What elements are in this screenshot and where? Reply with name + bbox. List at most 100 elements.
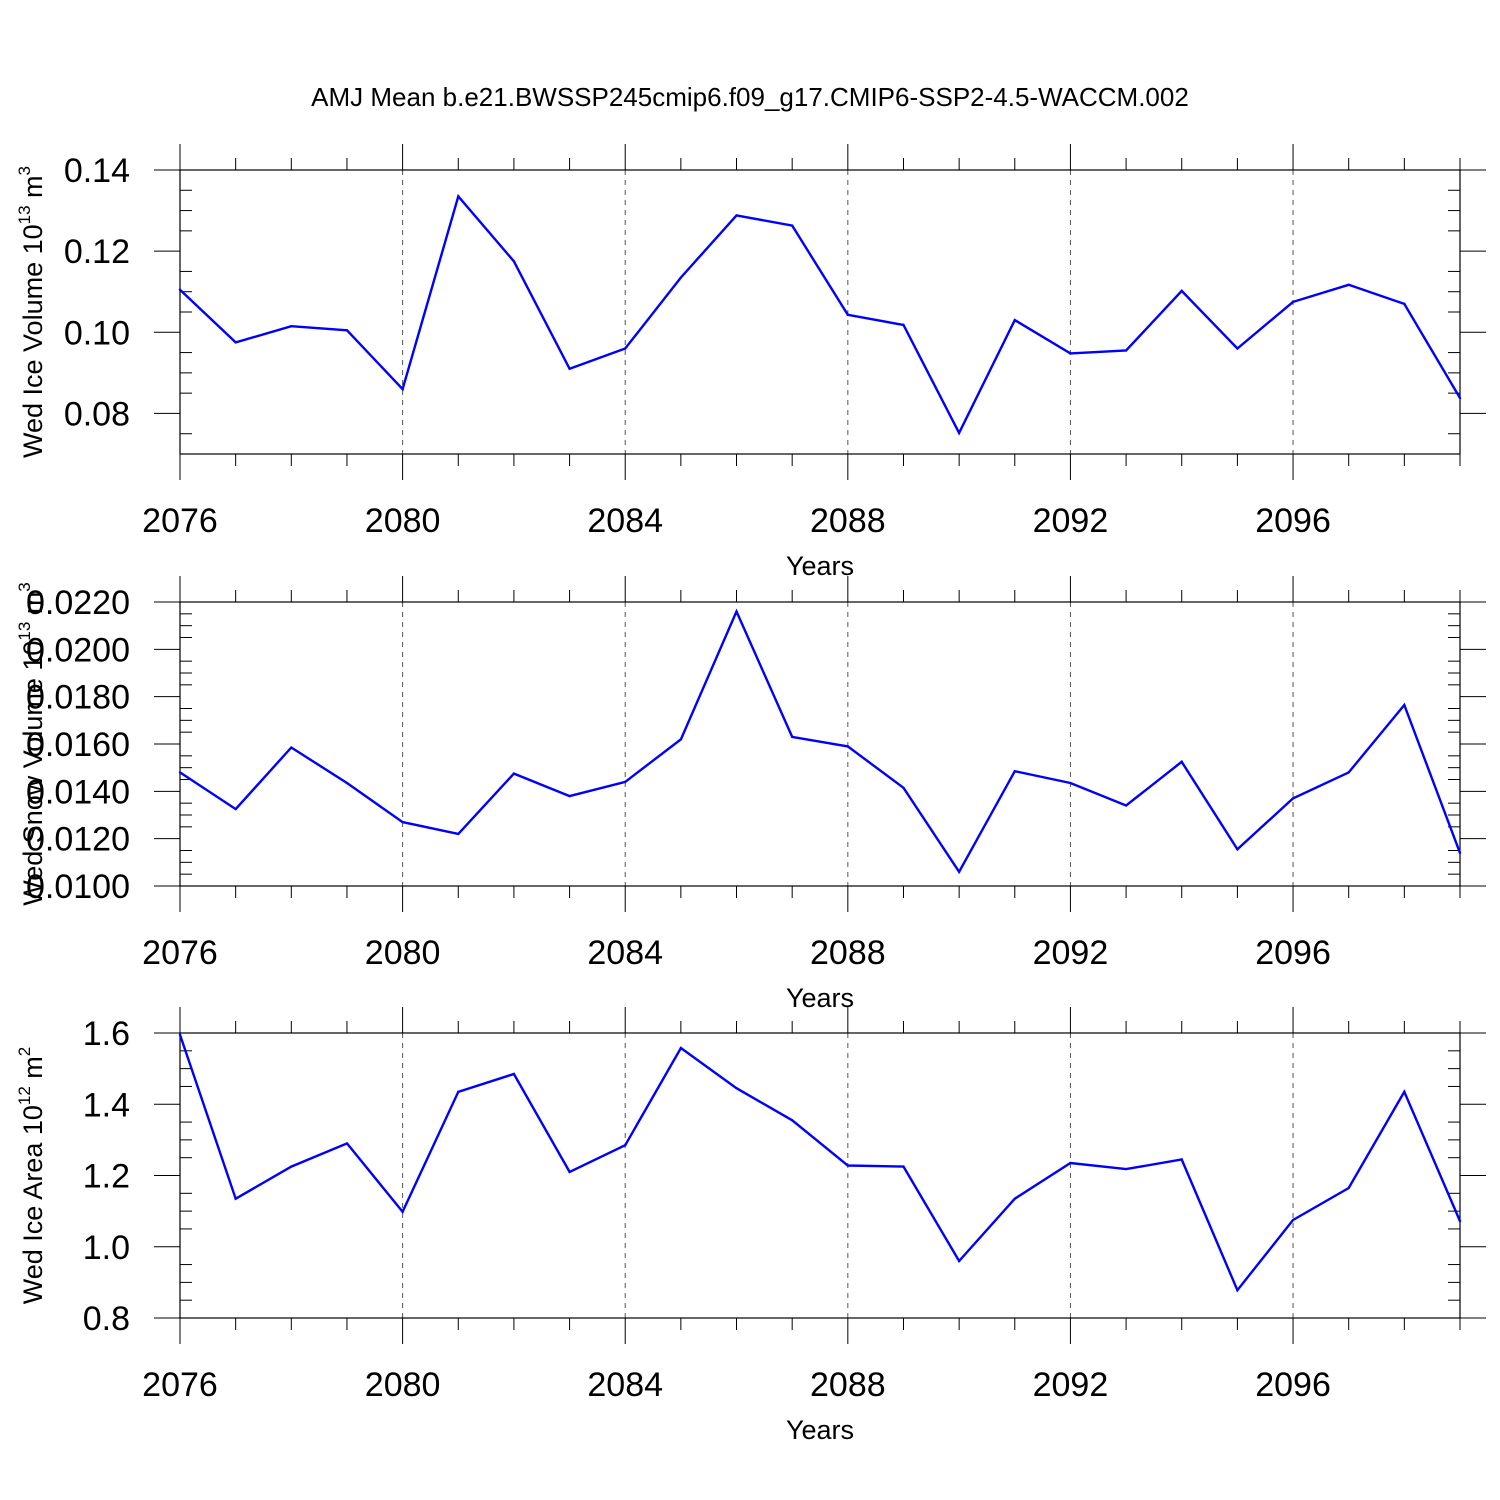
- x-tick-label: 2076: [142, 934, 218, 972]
- y-axis-label: Wed Snow Volume 1013 m3: [15, 582, 48, 906]
- data-point: [1180, 289, 1183, 293]
- x-tick-label: 2084: [587, 1366, 663, 1404]
- data-point: [957, 1259, 961, 1263]
- data-point: [846, 313, 850, 317]
- x-tick-label: 2088: [810, 1366, 886, 1404]
- data-point: [512, 260, 516, 263]
- data-point: [457, 832, 460, 836]
- data-point: [234, 1197, 237, 1200]
- data-point: [178, 771, 182, 774]
- x-axis-label: Years: [786, 983, 854, 1013]
- data-point: [624, 1144, 627, 1147]
- data-point: [846, 1164, 850, 1167]
- data-point: [1180, 1158, 1183, 1161]
- x-tick-label: 2096: [1255, 1366, 1331, 1404]
- data-point: [401, 820, 404, 824]
- data-point: [790, 224, 794, 227]
- data-point: [1069, 1161, 1072, 1165]
- data-point: [1124, 349, 1128, 352]
- y-axis-label-exponent: 13: [15, 205, 34, 224]
- y-axis-label-unit-exponent: 3: [15, 166, 34, 175]
- data-point: [1013, 318, 1016, 322]
- y-axis-label: Wed Ice Volume 1013 m3: [15, 166, 48, 458]
- x-axis-label: Years: [786, 1415, 854, 1445]
- y-axis-label-text: Wed Snow Volume 10: [18, 641, 48, 906]
- data-point: [1236, 848, 1239, 851]
- data-point: [735, 610, 738, 613]
- data-point: [902, 323, 905, 327]
- data-point: [735, 1087, 738, 1090]
- plot-frame: [179, 601, 1461, 887]
- data-point: [846, 745, 850, 748]
- data-point: [457, 195, 460, 198]
- x-tick-label: 2080: [365, 1366, 441, 1404]
- data-point: [234, 807, 237, 811]
- chart-panel: 0.08 0.10 0.12 0.14 2076 2080 2084 2088 2092 2096…: [15, 144, 1486, 581]
- data-point: [178, 1033, 182, 1036]
- y-tick-label: 0.8: [83, 1300, 130, 1338]
- data-point: [1291, 1218, 1295, 1222]
- data-point: [1236, 1289, 1239, 1292]
- y-axis-label: Wed Ice Area 1012 m2: [15, 1047, 48, 1305]
- y-axis-label-unit: m: [18, 592, 48, 622]
- y-axis-label-unit-exponent: 3: [15, 582, 34, 591]
- y-tick-label: 0.0160: [26, 726, 130, 764]
- plot-frame: [179, 169, 1461, 455]
- x-tick-label: 2092: [1033, 502, 1109, 540]
- y-tick-label: 0.10: [64, 314, 130, 352]
- figure-title: AMJ Mean b.e21.BWSSP245cmip6.f09_g17.CMI…: [311, 82, 1189, 112]
- series-line: [179, 608, 1462, 875]
- y-tick-label: 0.12: [64, 233, 130, 271]
- data-point: [624, 780, 627, 784]
- data-point: [1180, 760, 1183, 763]
- y-tick-label: 0.0100: [26, 868, 130, 906]
- y-axis-label-exponent: 12: [15, 1086, 34, 1105]
- y-tick-label: 1.2: [83, 1158, 130, 1196]
- data-point: [568, 367, 571, 370]
- data-point: [1124, 1167, 1128, 1171]
- data-point: [512, 772, 516, 775]
- x-tick-label: 2096: [1255, 502, 1331, 540]
- y-tick-label: 0.14: [64, 152, 130, 190]
- data-point: [624, 347, 627, 350]
- y-tick-label: 1.6: [83, 1015, 130, 1053]
- panels: 0.08 0.10 0.12 0.14 2076 2080 2084 2088 2092 2096…: [15, 144, 1486, 1445]
- data-point: [401, 387, 404, 391]
- data-point: [568, 1170, 571, 1174]
- data-point: [512, 1072, 516, 1076]
- data-point: [1458, 851, 1462, 855]
- data-point: [290, 1165, 293, 1168]
- x-axis-label: Years: [786, 551, 854, 581]
- plot-frame: [179, 1032, 1461, 1319]
- data-point: [679, 276, 683, 279]
- data-point: [1013, 770, 1016, 773]
- x-tick-label: 2084: [587, 502, 663, 540]
- data-point: [457, 1090, 460, 1093]
- data-point: [957, 431, 961, 435]
- y-axis-label-text: Wed Ice Area 10: [18, 1105, 48, 1304]
- data-point: [1124, 804, 1128, 807]
- chart-panel: 0.0100 0.0120 0.0140 0.0160 0.0180 0.0200 0.02…: [15, 576, 1486, 1013]
- y-tick-label: 0.0220: [26, 584, 130, 622]
- chart-panel: 0.8 1.0 1.2 1.4 1.6 2076 2080 2084 2088 2092 2096 Y…: [15, 1007, 1486, 1445]
- data-point: [290, 746, 293, 749]
- x-tick-label: 2088: [810, 502, 886, 540]
- y-axis-label-text: Wed Ice Volume 10: [18, 224, 48, 458]
- data-point: [1403, 1090, 1406, 1093]
- data-point: [234, 341, 237, 344]
- series-line: [178, 1034, 1462, 1293]
- data-point: [345, 781, 349, 785]
- data-point: [902, 1165, 905, 1168]
- x-tick-label: 2092: [1033, 1366, 1109, 1404]
- data-point: [1013, 1197, 1016, 1200]
- data-point: [1347, 1186, 1350, 1190]
- y-tick-label: 0.0180: [26, 679, 130, 717]
- x-tick-label: 2076: [142, 502, 218, 540]
- data-point: [290, 325, 293, 328]
- data-point: [1347, 771, 1350, 774]
- data-point: [401, 1210, 404, 1214]
- y-tick-label: 1.4: [83, 1086, 130, 1124]
- data-point: [1347, 283, 1350, 287]
- data-point: [1236, 347, 1239, 350]
- y-tick-label: 0.08: [64, 395, 130, 433]
